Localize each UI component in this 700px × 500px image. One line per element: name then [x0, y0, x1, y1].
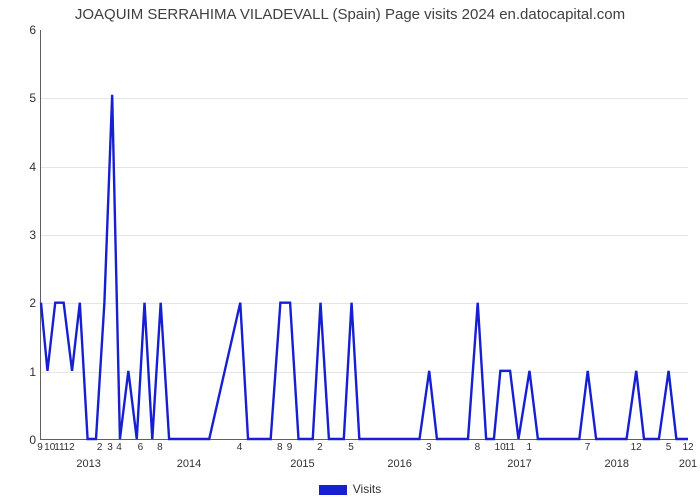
xtick-label: 5	[348, 442, 354, 453]
ytick-label: 3	[6, 228, 36, 242]
chart-title: JOAQUIM SERRAHIMA VILADEVALL (Spain) Pag…	[0, 6, 700, 23]
visits-line	[41, 95, 688, 439]
chart-container: JOAQUIM SERRAHIMA VILADEVALL (Spain) Pag…	[0, 0, 700, 500]
xtick-year-label: 2016	[387, 458, 411, 470]
legend-swatch	[319, 485, 347, 495]
xtick-label: 11	[505, 442, 515, 453]
xtick-label: 6	[138, 442, 144, 453]
legend-label: Visits	[353, 482, 381, 496]
xtick-label: 8	[277, 442, 283, 453]
xtick-year-label: 2018	[604, 458, 628, 470]
xtick-label: 8	[475, 442, 481, 453]
xtick-label: 12	[631, 442, 642, 453]
ytick-label: 4	[6, 160, 36, 174]
xtick-year-label: 2015	[290, 458, 314, 470]
xtick-label: 9	[287, 442, 293, 453]
ytick-label: 2	[6, 296, 36, 310]
xtick-label: 9	[37, 442, 43, 453]
xtick-label: 4	[237, 442, 243, 453]
xtick-year-label: 2017	[507, 458, 531, 470]
xtick-label: 2	[317, 442, 323, 453]
xtick-label: 12	[682, 442, 693, 453]
xtick-label: 4	[116, 442, 122, 453]
plot-area	[40, 30, 688, 440]
xtick-label: 5	[666, 442, 672, 453]
xtick-label: 2	[97, 442, 103, 453]
xtick-label: 8	[157, 442, 163, 453]
legend: Visits	[0, 482, 700, 496]
xtick-label: 1	[526, 442, 532, 453]
ytick-label: 1	[6, 365, 36, 379]
ytick-label: 5	[6, 91, 36, 105]
xtick-label: 12	[64, 442, 75, 453]
xtick-year-label: 201	[679, 458, 697, 470]
xtick-label: 7	[585, 442, 591, 453]
ytick-label: 0	[6, 433, 36, 447]
xtick-year-label: 2014	[177, 458, 201, 470]
line-series	[41, 30, 688, 439]
xtick-year-label: 2013	[76, 458, 100, 470]
ytick-label: 6	[6, 23, 36, 37]
xtick-label: 3	[107, 442, 113, 453]
xtick-label: 3	[426, 442, 432, 453]
